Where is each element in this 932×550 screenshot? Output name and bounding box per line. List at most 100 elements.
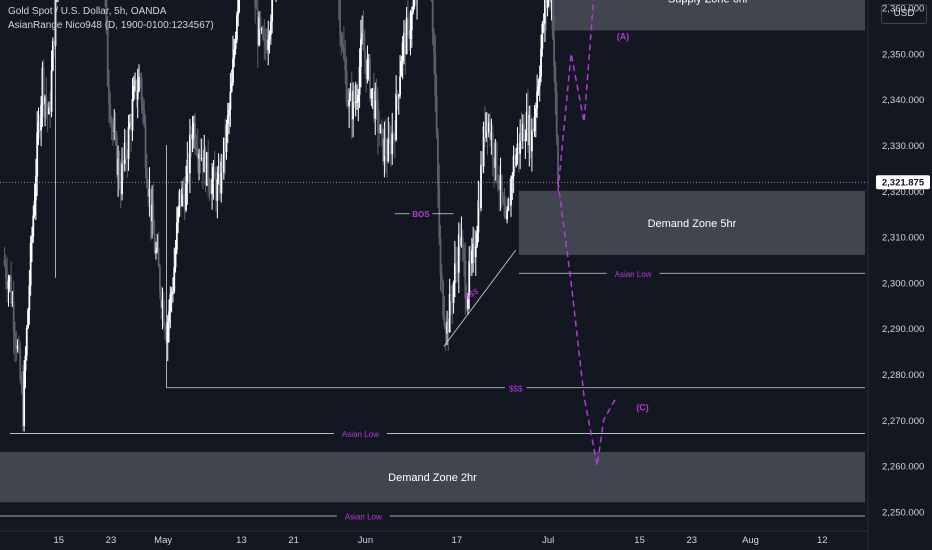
candle-body [452,282,455,303]
candle-body [230,83,233,92]
candle-body [360,39,362,68]
candle-body [19,348,22,380]
price-tick: 2,300.000 [882,278,924,289]
candle-body [457,234,460,273]
candle-body [212,167,215,180]
candle-body [36,132,39,177]
candle-body [144,125,147,168]
candle-body [215,179,217,201]
candle-body [405,17,408,55]
candle-body [383,138,386,162]
candle-body [108,86,110,104]
candle-body [431,0,434,33]
candle-body [350,92,353,120]
candle-body [41,67,44,106]
candle-body [192,123,195,135]
candle-body [433,32,435,53]
price-tick: 2,330.000 [882,141,924,152]
candle-body [366,60,369,80]
candle-body [175,222,178,250]
projection-path-up [557,0,595,191]
zone-label: Demand Zone 2hr [388,472,477,484]
candle-body [438,185,441,238]
candle-body [16,345,19,349]
candle-body [172,291,174,293]
candle-body [440,275,443,282]
candle-body [536,91,539,109]
candle-body [131,99,134,131]
candle-body [195,146,198,151]
candle-body [514,155,516,166]
candle-body [498,187,501,190]
candle-body [519,133,522,154]
candle-body [489,122,492,140]
candle-body [117,158,120,175]
time-tick: Jun [358,535,373,546]
level-label: Asian Low [342,430,379,439]
candle-body [6,278,9,289]
candle-body [112,123,114,132]
candle-body [259,17,262,30]
candle-body [179,190,182,207]
candle-body [352,91,354,120]
time-tick: 23 [687,535,698,546]
level-label: $$$ [509,384,523,393]
candle-body [404,32,407,55]
candle-body [228,109,230,116]
level-label: Asian Low [345,513,382,522]
candle-body [8,276,11,282]
candle-body [106,25,109,87]
projection-label: (C) [636,403,649,413]
candle-body [207,152,210,184]
candle-body [45,96,48,106]
candle-body [174,249,177,268]
candle-body [444,326,447,334]
candle-body [482,126,485,167]
price-tick: 2,310.000 [882,233,924,244]
currency-button[interactable]: USD [881,4,927,24]
candle-body [155,250,157,253]
candle-body [504,215,507,220]
candle-body [48,107,50,115]
candle-body [348,99,351,107]
candle-body [387,138,390,162]
candle-body [400,60,403,77]
candle-body [113,130,116,132]
time-tick: 15 [634,535,645,546]
candle-body [495,142,498,179]
candle-body [122,163,125,165]
candle-body [391,133,394,155]
candle-body [374,90,377,119]
candle-body [473,243,476,258]
candle-body [413,0,416,7]
candle-body [446,322,448,334]
indicator-title: AsianRange Nico948 (D, 1900-0100:1234567… [8,20,214,31]
price-tick: 2,360.000 [882,4,924,15]
candle-body [203,149,206,173]
price-tick: 2,340.000 [882,95,924,106]
zone-box [518,190,865,255]
candle-body [459,234,462,246]
candle-body [365,58,368,80]
candle-body [477,200,480,233]
candle-body [44,96,46,104]
candle-body [123,142,126,164]
candle-body [173,267,176,292]
candle-body [494,142,497,168]
candle-body [378,132,381,134]
candle-body [138,76,140,92]
current-price-label: 2,321.875 [882,178,925,189]
candle-body [178,190,181,209]
candle-body [545,0,548,9]
candle-body [467,295,469,309]
candle-body [555,92,558,138]
candle-body [181,188,183,207]
candle-body [478,200,481,209]
candle-body [461,237,464,248]
candle-body [363,50,366,59]
candle-body [153,234,156,253]
candle-body [158,266,161,292]
time-tick: 13 [236,535,247,546]
candle-body [7,281,10,289]
